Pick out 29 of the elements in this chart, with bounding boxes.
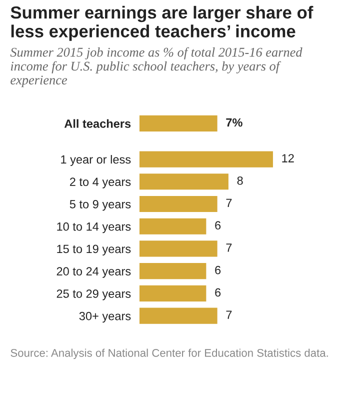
bar: [139, 240, 218, 257]
data-label: 7: [226, 244, 232, 252]
source-note: Source: Analysis of National Center for Education Statistics data.: [10, 348, 328, 360]
y-tick-label: 10 to 14 years: [57, 222, 131, 234]
data-label: 6: [215, 221, 221, 230]
bar: [139, 196, 218, 212]
data-label: 7: [226, 198, 232, 208]
y-tick-label: 15 to 19 years: [57, 244, 131, 256]
bar: [139, 174, 228, 190]
data-label: 6: [215, 266, 221, 274]
bar: [139, 308, 218, 324]
data-label: 7%: [226, 118, 242, 127]
y-tick-label: 30+ years: [79, 312, 131, 323]
bar: [139, 151, 273, 168]
y-tick-label: 2 to 4 years: [70, 178, 131, 188]
chart-subtitle: Summer 2015 job income as % of total 2015-16 earned income for U.S. public school teachers, by years of experience: [10, 47, 302, 88]
y-tick-label: 5 to 9 years: [70, 200, 131, 211]
bar: [139, 263, 206, 280]
data-label: 6: [215, 288, 221, 297]
data-label: 8: [237, 176, 243, 185]
bar: [139, 285, 206, 302]
y-tick-label: 20 to 24 years: [56, 267, 131, 278]
chart-title: Summer earnings are larger share of less experienced teachers’ income: [10, 6, 314, 41]
data-label: 12: [282, 154, 294, 162]
data-label: 7: [226, 310, 232, 319]
y-tick-label: 1 year or less: [61, 154, 131, 166]
y-tick-label: All teachers: [64, 119, 131, 128]
y-tick-label: 25 to 29 years: [56, 290, 131, 300]
bar: [139, 218, 206, 234]
